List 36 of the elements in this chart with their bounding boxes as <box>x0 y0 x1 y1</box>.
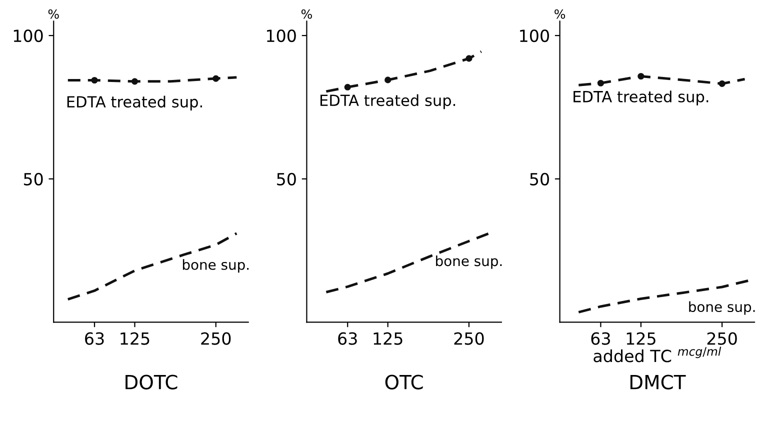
x-tick-label: 250 <box>454 332 484 345</box>
text: OTC <box>385 374 423 390</box>
y-axis-title: % <box>554 9 566 19</box>
x-axis-title: added TC $^{mcg/ml}$ <box>594 346 722 362</box>
y-tick-label: 50 <box>24 172 43 186</box>
x-tick-label: 125 <box>120 332 150 345</box>
text: DOTC <box>126 374 178 390</box>
series-label: EDTA treated sup. <box>320 94 456 110</box>
y-tick-label: 100 <box>14 29 43 42</box>
series-label: EDTA treated sup. <box>67 96 202 111</box>
line-series <box>324 50 483 93</box>
x-tick-label: 250 <box>201 332 231 345</box>
x-tick-label: 63 <box>591 332 610 345</box>
point <box>384 76 392 84</box>
x-tick-label: 63 <box>338 332 357 345</box>
point <box>466 55 472 62</box>
y-tick-label: 100 <box>267 29 296 42</box>
line-series <box>577 74 746 86</box>
series-label: bone sup. <box>182 259 249 273</box>
x-tick-label: 250 <box>707 332 737 345</box>
y-axis-title: % <box>48 9 59 19</box>
x-tick-label: 125 <box>626 332 656 345</box>
x-tick-label: 63 <box>85 332 104 345</box>
text: DMCT <box>630 374 686 390</box>
series-label: bone sup. <box>436 255 502 269</box>
series-label: EDTA treated sup. <box>574 90 708 106</box>
y-tick-label: 50 <box>277 172 296 186</box>
series-label: bone sup. <box>689 301 755 315</box>
point <box>344 84 351 90</box>
point <box>718 80 726 87</box>
y-axis-title: % <box>301 9 312 19</box>
x-tick-label: 125 <box>374 332 402 345</box>
y-tick-label: 50 <box>530 172 549 186</box>
point <box>638 72 644 80</box>
point <box>597 80 604 86</box>
y-tick-label: 100 <box>520 29 549 42</box>
